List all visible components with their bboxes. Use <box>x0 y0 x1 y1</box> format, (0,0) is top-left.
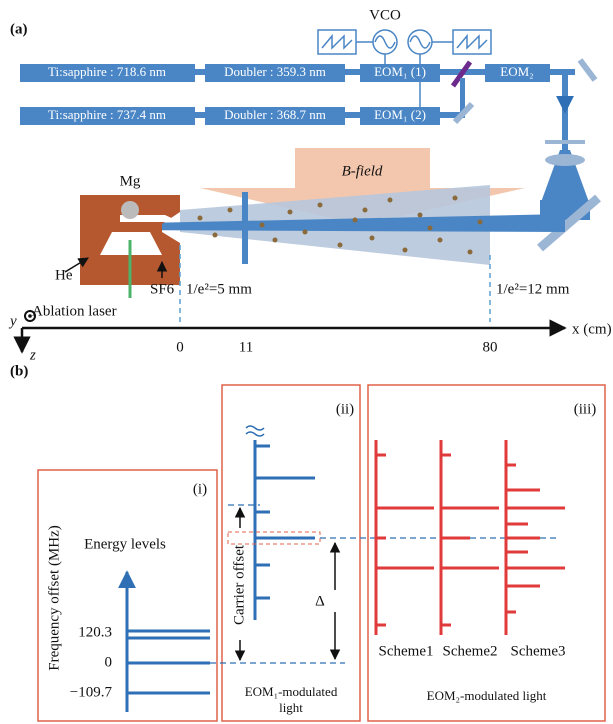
level-label: 0 <box>105 654 113 670</box>
eom2-combs <box>374 440 565 635</box>
laser-1: Ti:sapphire : 718.6 nm <box>48 64 166 79</box>
eom-2: EOM₂ <box>500 64 533 79</box>
panel-label: (b) <box>10 363 28 379</box>
box-label: (i) <box>193 481 207 497</box>
source-chamber <box>64 195 180 298</box>
y-axis-label: y <box>8 313 17 329</box>
b-field-label: B-field <box>342 163 383 179</box>
level-label: 120.3 <box>78 624 112 640</box>
x-tick-label: 11 <box>239 339 253 355</box>
energy-levels <box>118 570 210 712</box>
scheme-label: Scheme1 <box>379 643 434 659</box>
sf6-label: SF6 <box>150 281 175 297</box>
freq-axis-label: Frequency offset (MHz) <box>46 525 62 671</box>
energy-title: Energy levels <box>84 536 166 552</box>
laser-rows: Ti:sapphire : 718.6 nm Doubler : 359.3 n… <box>20 58 598 125</box>
offset-arrows <box>234 506 341 662</box>
x-tick-label: 0 <box>176 339 184 355</box>
laser-2: Ti:sapphire : 737.4 nm <box>48 107 166 122</box>
level-label: −109.7 <box>70 684 113 700</box>
aperture <box>242 192 248 264</box>
axes <box>13 310 567 354</box>
eom-1-2: EOM₁ (2) <box>374 107 426 122</box>
eom1-caption: EOM₁-modulated light <box>244 684 338 715</box>
eom2-caption: EOM₂-modulated light <box>426 688 547 703</box>
z-axis-label: z <box>29 347 36 363</box>
laser-beam <box>100 214 565 232</box>
box-label: (ii) <box>336 401 354 417</box>
eom1-comb <box>245 425 315 620</box>
molecules <box>197 195 483 255</box>
x-axis-label: x (cm) <box>572 321 612 337</box>
mg-label: Mg <box>120 173 141 189</box>
box-label: (iii) <box>574 401 597 417</box>
eom-1: EOM₁ (1) <box>374 64 426 79</box>
beam-path <box>537 75 601 252</box>
panel-boxes <box>37 384 606 722</box>
waist-1: 1/e²=5 mm <box>186 281 252 297</box>
doubler-1: Doubler : 359.3 nm <box>224 64 326 79</box>
x-tick-label: 80 <box>483 339 498 355</box>
vco-label: VCO <box>369 7 401 23</box>
carrier-offset-label: Carrier offset <box>231 544 247 625</box>
delta-label: Δ <box>315 593 325 609</box>
waist-2: 1/e²=12 mm <box>496 281 570 297</box>
ablation-label: Ablation laser <box>32 303 117 319</box>
scheme-label: Scheme3 <box>511 643 566 659</box>
he-label: He <box>55 267 73 283</box>
doubler-2: Doubler : 368.7 nm <box>224 107 326 122</box>
scheme-label: Scheme2 <box>443 643 498 659</box>
panel-label: (a) <box>10 21 28 37</box>
position-markers <box>179 245 491 322</box>
